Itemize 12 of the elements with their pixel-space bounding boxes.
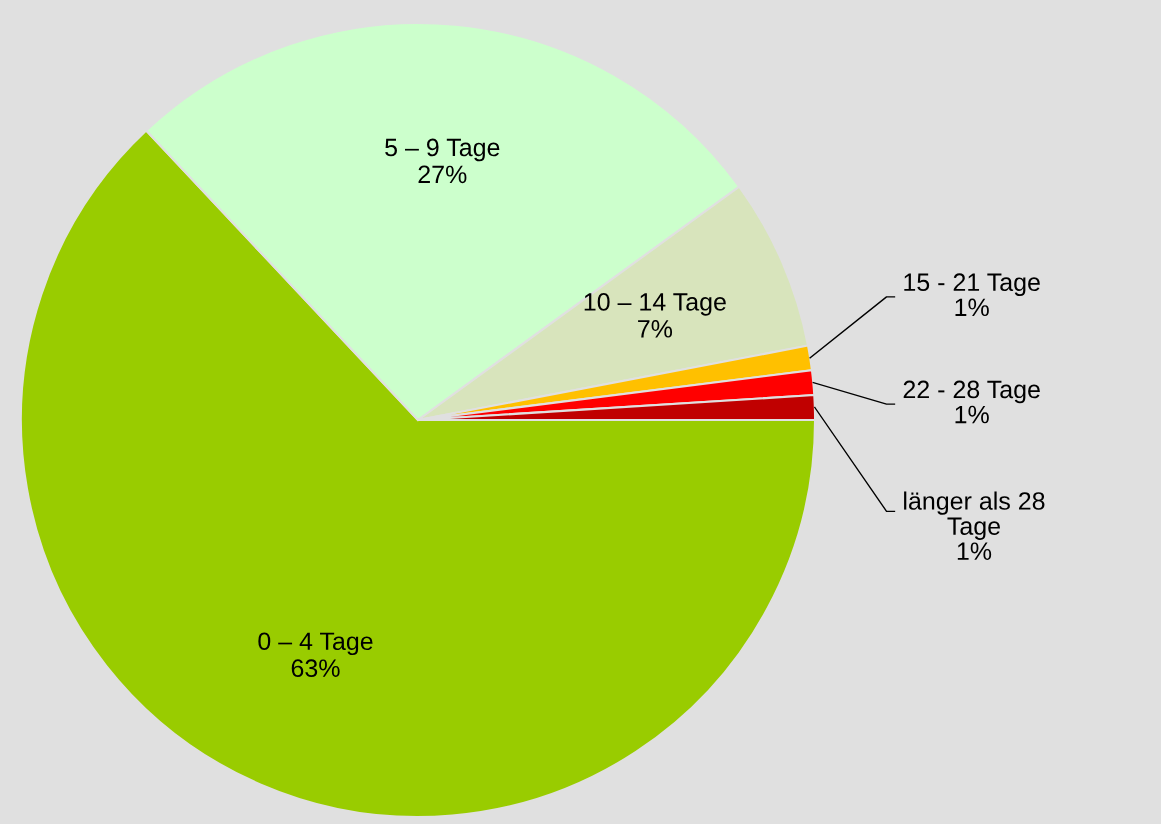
data-label: 7%: [638, 320, 673, 338]
slice-label: 10 – 14 Tage: [584, 293, 726, 316]
data-label: 1%: [955, 298, 989, 317]
data-label: 1%: [955, 405, 989, 424]
slice-label: 22 - 28 Tage: [903, 380, 1040, 404]
slice-label: länger als 28 Tage: [904, 491, 1045, 540]
slice-label: 0 – 4 Tage: [258, 632, 373, 656]
data-label: 63%: [291, 659, 340, 678]
slice-label: 15 - 21 Tage: [904, 273, 1040, 297]
slice-label: 5 – 9 Tage: [385, 138, 500, 162]
data-label: 27%: [418, 165, 467, 184]
data-label: 1%: [957, 542, 992, 560]
